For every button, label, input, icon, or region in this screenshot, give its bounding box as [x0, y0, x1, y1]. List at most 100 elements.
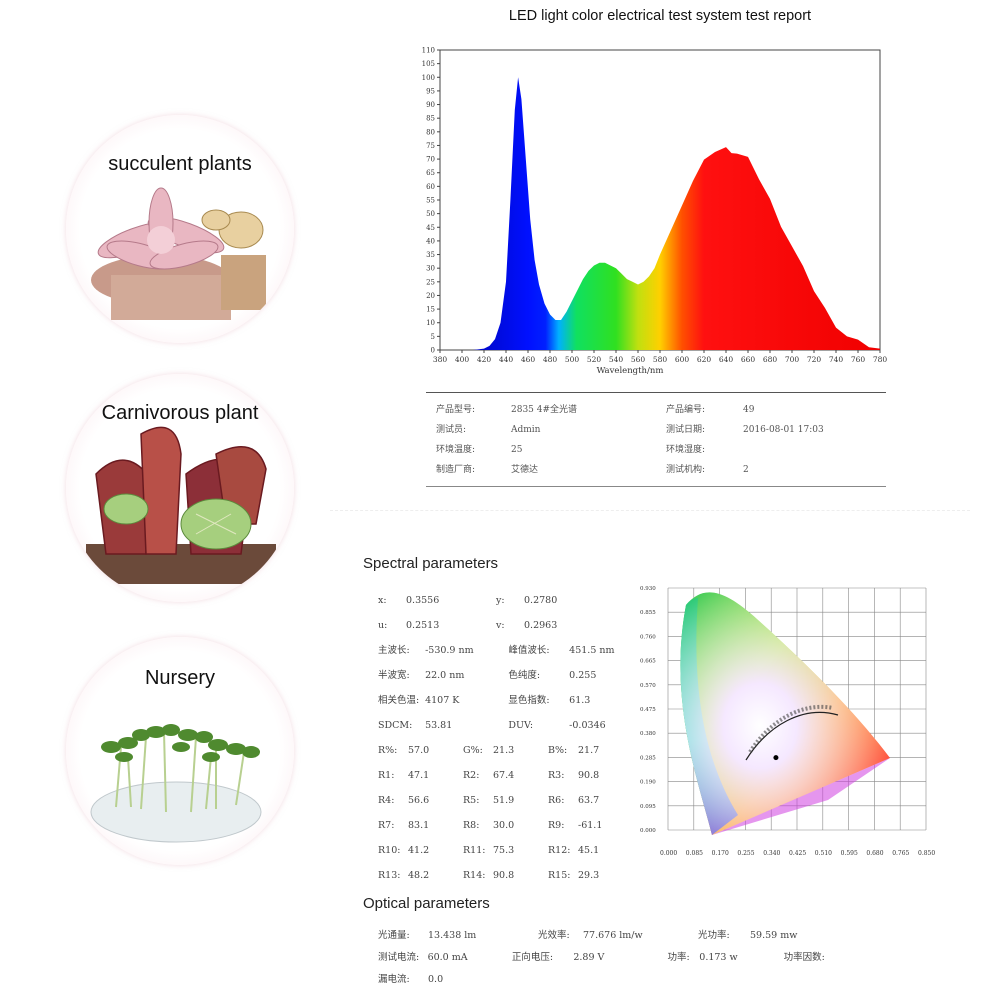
spectral-value: 63.7	[578, 795, 600, 806]
spectrum-x-tick-label: 420	[477, 355, 492, 364]
spectral-label: 半波宽:	[378, 670, 410, 681]
spectrum-x-tick-label: 680	[763, 355, 778, 364]
optical-value: 60.0 mA	[427, 952, 468, 963]
spectral-label: B%:	[548, 745, 568, 756]
cie-y-tick-label: 0.855	[640, 610, 656, 616]
spectral-value: 29.3	[578, 870, 600, 881]
spectrum-y-tick-label: 110	[422, 47, 435, 55]
spectral-value: 0.255	[569, 670, 597, 681]
spectral-value: -530.9 nm	[425, 645, 474, 656]
succulent-plants-label: succulent plants	[108, 153, 252, 175]
nursery-card: Nursery	[66, 637, 294, 865]
optical-value: 77.676 lm/w	[583, 930, 643, 941]
info-field-label: 测试日期:	[666, 425, 706, 435]
spectrum-x-tick-label: 740	[829, 355, 844, 364]
succulent-plants-image	[91, 187, 266, 320]
info-field-value: 2835 4#全光谱	[511, 405, 578, 415]
spectral-value: 21.7	[578, 745, 600, 756]
optical-label: 功率因数:	[783, 952, 825, 963]
spectral-value: 48.2	[408, 870, 430, 881]
spectral-value: 45.1	[578, 845, 600, 856]
spectrum-x-tick-label: 460	[521, 355, 536, 364]
spectral-value: -61.1	[578, 820, 603, 831]
info-table-row: 环境温度: 25 环境湿度:	[436, 440, 876, 460]
info-field-label: 环境温度:	[436, 445, 476, 455]
spectral-row: 半波宽: 22.0 nm 色纯度: 0.255	[378, 663, 628, 688]
spectral-value: 61.3	[569, 695, 591, 706]
cie-y-tick-label: 0.380	[640, 731, 656, 737]
spectral-label: R7:	[378, 820, 395, 831]
info-field-value: Admin	[511, 425, 541, 435]
info-field-label: 制造厂商:	[436, 465, 476, 475]
spectral-label: R14:	[463, 870, 486, 881]
spectrum-y-tick-label: 60	[426, 183, 435, 191]
spectral-value: 56.6	[408, 795, 430, 806]
spectral-value: 90.8	[578, 770, 600, 781]
info-field-label: 测试员:	[436, 425, 467, 435]
cie-x-ticks: 0.000 0.085 0.170 0.255 0.340 0.425 0.510 0.595…	[660, 850, 935, 857]
info-table-bottom-rule	[426, 486, 886, 487]
section-divider	[330, 510, 970, 511]
spectrum-x-label: Wavelength/nm	[597, 366, 664, 376]
cie-chromaticity-chart: 0.000 0.085 0.170 0.255 0.340 0.425 0.510 0.595…	[640, 586, 935, 857]
info-field-value: 艾德达	[511, 465, 539, 475]
spectral-row: R%: 57.0 G%: 21.3 B%: 21.7	[378, 738, 628, 763]
optical-row: 测试电流: 60.0 mA 正向电压: 2.89 V 功率: 0.173 w 功率因数:	[378, 947, 848, 969]
optical-value	[838, 947, 848, 969]
spectral-label: R6:	[548, 795, 565, 806]
spectral-row: R4: 56.6 R5: 51.9 R6: 63.7	[378, 788, 628, 813]
optical-label: 测试电流:	[378, 952, 420, 963]
cie-x-tick-label: 0.085	[686, 850, 703, 857]
spectrum-y-tick-label: 0	[431, 347, 435, 355]
spectral-value: 51.9	[493, 795, 515, 806]
spectral-label: R1:	[378, 770, 395, 781]
spectrum-x-tick-label: 660	[741, 355, 756, 364]
spectral-value: 57.0	[408, 745, 430, 756]
info-table: 产品型号: 2835 4#全光谱 产品编号: 49 测试员: Admin 测试日期: 2016…	[436, 400, 876, 480]
cie-y-tick-label: 0.190	[640, 780, 656, 786]
spectral-label: R9:	[548, 820, 565, 831]
spectrum-y-tick-label: 75	[426, 142, 435, 150]
spectral-row: 相关色温: 4107 K 显色指数: 61.3	[378, 688, 628, 713]
cie-x-tick-label: 0.850	[918, 850, 935, 857]
info-table-row: 测试员: Admin 测试日期: 2016-08-01 17:03	[436, 420, 876, 440]
optical-value: 0.0	[428, 974, 444, 985]
spectrum-y-tick-label: 65	[426, 169, 435, 177]
spectral-value: 451.5 nm	[569, 645, 615, 656]
info-table-top-rule	[426, 392, 886, 393]
optical-value: 2.89 V	[573, 952, 605, 963]
cie-x-tick-label: 0.170	[712, 850, 729, 857]
optical-label: 功率:	[667, 952, 690, 963]
spectral-label: R4:	[378, 795, 395, 806]
cie-y-tick-label: 0.475	[640, 707, 656, 713]
cie-y-ticks: 0.000 0.095 0.190 0.285 0.380 0.475 0.570 0.665…	[640, 586, 656, 834]
info-table-row: 产品型号: 2835 4#全光谱 产品编号: 49	[436, 400, 876, 420]
spectrum-y-tick-label: 85	[426, 115, 435, 123]
optical-parameters-title: Optical parameters	[363, 895, 490, 912]
optical-label: 光效率:	[538, 930, 570, 941]
info-field-value: 2	[743, 465, 749, 475]
locus-band	[748, 704, 834, 754]
cie-x-tick-label: 0.595	[841, 850, 858, 857]
spectrum-y-ticks: 0 5 10 15 20 25 30 35 40 45 50 55 60 65 70 75 80 85 90 95 10…	[422, 47, 440, 355]
spectral-parameters-title: Spectral parameters	[363, 555, 499, 572]
spectral-row: R7: 83.1 R8: 30.0 R9: -61.1	[378, 813, 628, 838]
spectral-label: x:	[378, 595, 387, 606]
spectral-value: 75.3	[493, 845, 515, 856]
cie-x-tick-label: 0.765	[892, 850, 909, 857]
spectral-label: 峰值波长:	[508, 645, 550, 656]
spectral-value: 30.0	[493, 820, 515, 831]
spectral-value: 90.8	[493, 870, 515, 881]
report-title: LED light color electrical test system t…	[508, 8, 812, 24]
spectrum-x-tick-label: 400	[455, 355, 470, 364]
spectral-label: y:	[496, 595, 505, 606]
spectrum-x-tick-label: 540	[609, 355, 624, 364]
info-field-label: 产品型号:	[436, 405, 476, 415]
spectrum-x-tick-label: 700	[785, 355, 800, 364]
spectral-row: 主波长: -530.9 nm 峰值波长: 451.5 nm	[378, 638, 628, 663]
spectral-row: R13: 48.2 R14: 90.8 R15: 29.3	[378, 863, 628, 888]
cie-y-tick-label: 0.000	[640, 828, 656, 834]
spectral-label: 显色指数:	[508, 695, 550, 706]
spectral-value: 47.1	[408, 770, 430, 781]
info-field-label: 环境湿度:	[666, 445, 706, 455]
